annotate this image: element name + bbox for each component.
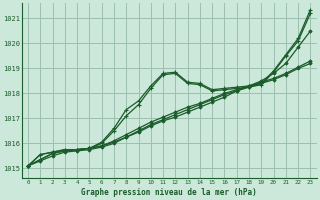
X-axis label: Graphe pression niveau de la mer (hPa): Graphe pression niveau de la mer (hPa) xyxy=(81,188,257,197)
